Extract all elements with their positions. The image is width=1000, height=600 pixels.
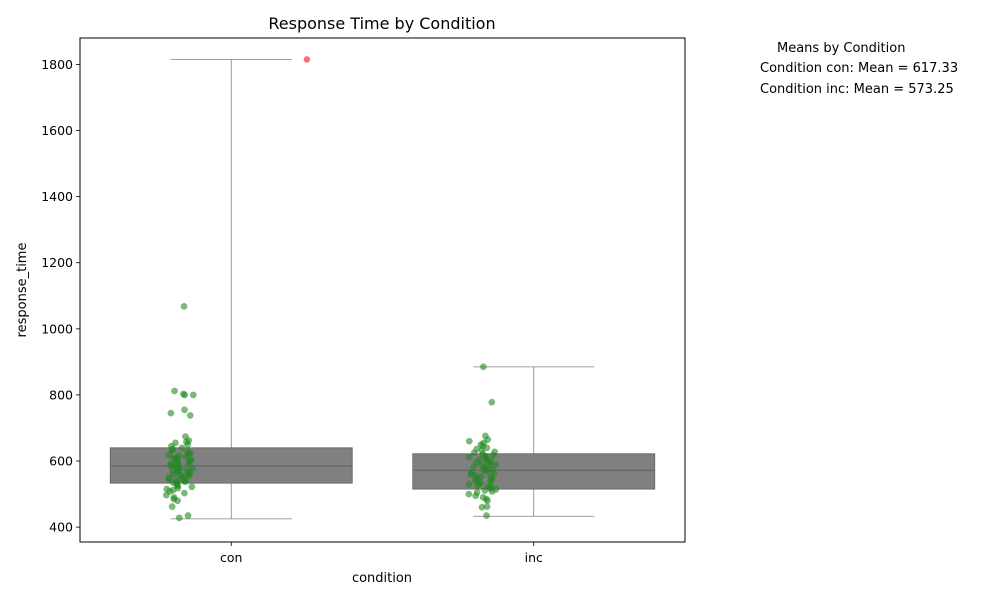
data-point-con (162, 491, 170, 499)
legend-entry-con: Condition con: Mean = 617.33 (760, 61, 959, 76)
data-point-con (180, 489, 188, 497)
data-point-inc (488, 398, 496, 406)
axes: 400 600 800 1000 1200 1400 1600 1800 con inc (41, 57, 543, 565)
data-point-con (181, 478, 189, 486)
x-axis-label: condition (352, 571, 412, 586)
data-point-con (185, 460, 192, 468)
data-point-con (167, 409, 175, 417)
data-point-inc (465, 437, 473, 445)
y-tick-label: 1000 (41, 321, 73, 336)
data-point-inc (479, 363, 487, 371)
data-point-con (184, 441, 192, 448)
data-point-inc (465, 481, 473, 488)
data-point-con (178, 444, 186, 452)
data-point-con (165, 451, 173, 459)
data-point-con (182, 453, 190, 461)
y-axis-label: response_time (15, 243, 30, 338)
y-tick-label: 1400 (41, 189, 73, 204)
data-point-con (181, 391, 189, 399)
means-legend: Means by Condition Condition con: Mean =… (760, 40, 958, 100)
data-point-inc (474, 482, 481, 489)
data-point-inc (483, 497, 491, 505)
y-tick-label: 1800 (41, 57, 73, 72)
y-tick-label: 600 (49, 454, 73, 469)
legend-title: Means by Condition (777, 41, 906, 56)
data-point-con (184, 512, 192, 520)
data-point-con (188, 483, 196, 491)
data-point-con (174, 497, 182, 505)
y-tick-label: 1200 (41, 255, 73, 270)
data-point-inc (489, 451, 497, 459)
data-point-con (180, 302, 188, 310)
x-tick-label-inc: inc (525, 550, 543, 565)
data-point-inc (478, 503, 486, 511)
plot-area (109, 56, 656, 522)
legend-entry-inc: Condition inc: Mean = 573.25 (760, 82, 954, 97)
data-point-con (181, 406, 188, 414)
data-point-con (171, 387, 178, 395)
chart-title: Response Time by Condition (268, 14, 495, 33)
data-point-con (168, 503, 176, 511)
box-inc (412, 453, 656, 490)
data-point-con (189, 391, 197, 399)
x-tick-label-con: con (220, 550, 242, 565)
data-point-con (186, 411, 194, 419)
data-point-inc (481, 486, 489, 494)
plot-frame (79, 37, 686, 543)
data-point-inc (465, 490, 473, 498)
box-con (109, 447, 353, 484)
data-point-inc (470, 463, 478, 471)
data-point-inc (470, 449, 478, 457)
data-point-inc (492, 461, 500, 469)
data-point-inc (472, 492, 480, 500)
data-point-con (165, 475, 173, 483)
y-tick-label: 400 (49, 520, 73, 535)
data-point-con (175, 514, 183, 522)
data-point-inc (488, 487, 496, 495)
data-point-inc (465, 453, 473, 461)
data-point-inc (483, 512, 491, 520)
data-point-inc (484, 468, 492, 476)
y-tick-label: 800 (49, 387, 73, 402)
outlier-point-con (303, 56, 311, 63)
y-tick-label: 1600 (41, 123, 73, 138)
